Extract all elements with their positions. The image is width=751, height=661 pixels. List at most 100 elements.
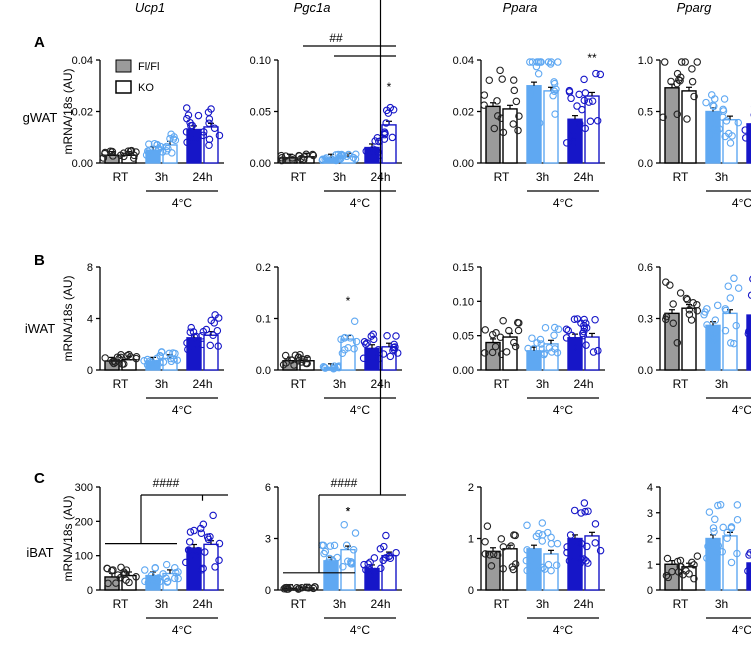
y-tick-label-c-ucp1: 200 — [75, 516, 93, 528]
data-point-a-ppara — [565, 86, 574, 95]
data-point-c-ppara — [483, 522, 492, 530]
y-tick-label-c-ppara: 1 — [468, 534, 474, 546]
data-point-c-ucp1 — [141, 566, 149, 574]
data-point-a-pparg — [713, 127, 722, 135]
y-tick-label-b-ucp1: 0 — [87, 365, 93, 377]
data-point-a-ppara — [550, 87, 559, 95]
data-point-c-pparg — [733, 549, 741, 558]
data-point-b-ppara — [488, 348, 497, 357]
data-point-b-ppara — [536, 335, 545, 344]
data-point-b-pgc1a — [303, 354, 311, 363]
data-point-a-ucp1 — [119, 149, 128, 157]
data-point-c-pgc1a — [333, 553, 342, 562]
data-point-c-ppara — [507, 542, 515, 550]
data-point-c-ucp1 — [125, 578, 133, 587]
data-point-b-pparg — [685, 305, 694, 314]
y-tick-label-a-ppara: 0.04 — [453, 55, 474, 67]
data-point-c-ppara — [583, 542, 591, 551]
data-point-b-pparg — [666, 281, 674, 289]
data-point-a-ucp1 — [171, 136, 180, 144]
bar-a-pparg-3h-ko — [722, 119, 738, 164]
y-tick-label-c-ucp1: 100 — [75, 551, 93, 563]
data-point-a-pparg — [742, 134, 750, 142]
data-point-b-ucp1 — [199, 327, 208, 336]
cold-label-c-pparg: 4°C — [732, 623, 751, 637]
bar-a-pparg-24h-flfl — [746, 123, 751, 164]
data-point-a-pgc1a — [389, 105, 398, 114]
data-point-b-ppara — [488, 330, 497, 339]
data-point-c-pgc1a — [349, 546, 358, 554]
y-tick-label-b-pgc1a: 0.2 — [256, 262, 271, 274]
y-tick-label-c-ppara: 2 — [468, 482, 474, 494]
data-point-a-pparg — [720, 95, 729, 103]
data-point-b-ucp1 — [209, 331, 217, 339]
data-point-c-ppara — [481, 550, 490, 558]
data-point-c-pparg — [727, 558, 736, 567]
data-point-a-ucp1 — [166, 134, 174, 143]
x-tick-label-b-ppara: 24h — [573, 377, 593, 391]
data-point-b-ucp1 — [183, 339, 191, 347]
data-point-a-pgc1a — [343, 152, 351, 161]
data-point-c-ppara — [538, 537, 547, 545]
data-point-a-ucp1 — [210, 124, 219, 133]
data-point-a-ppara — [573, 102, 581, 110]
data-point-c-ppara — [531, 566, 540, 575]
x-tick-label-a-pgc1a: 3h — [333, 170, 346, 184]
significance-mark-b-pgc1a: * — [346, 294, 351, 308]
data-point-a-ppara — [490, 124, 499, 133]
data-point-a-pgc1a — [299, 155, 308, 164]
data-point-a-ppara — [567, 94, 575, 103]
data-point-c-ppara — [535, 529, 543, 538]
data-point-b-ucp1 — [108, 358, 117, 366]
data-point-b-ppara — [530, 352, 538, 361]
data-point-a-ppara — [480, 91, 489, 99]
data-point-c-pgc1a — [310, 583, 319, 591]
data-point-c-ppara — [596, 546, 605, 555]
cold-label-b-ppara: 4°C — [553, 403, 573, 417]
cold-label-b-pparg: 4°C — [732, 403, 751, 417]
data-point-a-ucp1 — [109, 152, 117, 160]
data-point-a-ucp1 — [170, 133, 178, 141]
data-point-a-ppara — [532, 62, 541, 71]
data-point-a-ucp1 — [199, 131, 208, 140]
data-point-b-ucp1 — [187, 323, 195, 332]
significance-mark-c-pgc1a: #### — [331, 476, 358, 490]
data-point-b-ppara — [570, 315, 579, 323]
data-point-c-ppara — [591, 520, 600, 528]
data-point-a-pparg — [712, 114, 720, 123]
data-point-b-pgc1a — [359, 354, 368, 363]
data-point-c-ppara — [539, 563, 547, 572]
data-point-c-ucp1 — [122, 566, 131, 574]
data-point-c-ppara — [565, 557, 574, 565]
data-point-c-ucp1 — [197, 529, 206, 537]
data-point-b-pgc1a — [340, 334, 349, 342]
data-point-c-ucp1 — [163, 578, 172, 586]
data-point-a-ppara — [493, 97, 501, 105]
y-axis-title-c: mRNA/18s (AU) — [61, 495, 75, 581]
data-point-b-ppara — [580, 315, 588, 324]
data-point-b-pparg — [676, 289, 685, 297]
data-point-b-pparg — [727, 339, 735, 347]
data-point-c-ppara — [581, 507, 589, 516]
data-point-a-ucp1 — [101, 149, 109, 158]
data-point-c-pgc1a — [364, 560, 372, 568]
x-tick-label-a-ucp1: RT — [113, 170, 129, 184]
data-point-c-pgc1a — [380, 542, 388, 551]
data-point-b-ucp1 — [214, 314, 223, 322]
data-point-b-ppara — [591, 315, 599, 324]
data-point-b-pparg — [732, 321, 740, 330]
data-point-c-pparg — [710, 527, 718, 536]
column-header-pgc1a: Pgc1a — [294, 0, 331, 15]
y-tick-label-b-ppara: 0.00 — [453, 365, 474, 377]
data-point-c-ppara — [584, 507, 592, 515]
data-point-c-pparg — [682, 567, 690, 575]
data-point-c-pparg — [663, 554, 672, 563]
data-point-c-ppara — [582, 557, 590, 565]
data-point-a-ppara — [496, 66, 504, 75]
data-point-c-pparg — [711, 515, 719, 524]
data-point-b-ucp1 — [186, 328, 195, 336]
data-point-b-ppara — [582, 341, 590, 349]
data-point-c-pgc1a — [280, 585, 288, 593]
data-point-a-pgc1a — [321, 155, 329, 163]
